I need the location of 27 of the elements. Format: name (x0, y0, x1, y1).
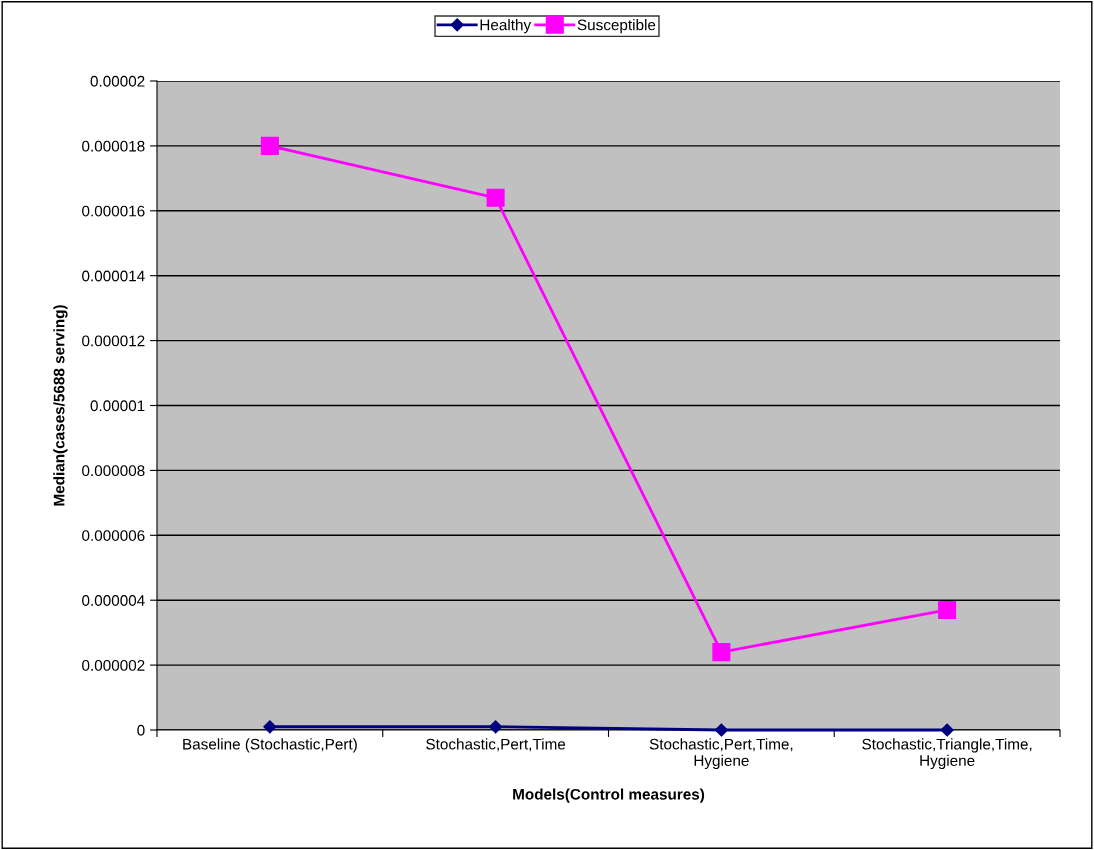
legend-label: Healthy (480, 19, 532, 34)
y-tick-label: 0.000006 (82, 530, 145, 541)
y-axis-title: Median(cases/5688 serving) (53, 305, 68, 506)
point (938, 600, 957, 619)
point (260, 136, 279, 155)
y-tick-label: 0.00001 (90, 400, 145, 412)
y-tick-label: 0.000012 (82, 335, 145, 347)
x-tick-label: Stochastic,Triangle,Time, Hygiene (862, 738, 1032, 770)
x-tick-label: Baseline (Stochastic,Pert) (183, 738, 357, 753)
point (712, 643, 731, 662)
y-tick-label: 0.000016 (82, 205, 145, 217)
x-axis-title: Models(Control measures) (513, 788, 705, 803)
point (489, 720, 503, 734)
y-tick-label: 0.000002 (82, 659, 145, 671)
y-tick-label: 0.00002 (90, 75, 145, 87)
y-tick-label: 0.000014 (82, 270, 145, 282)
y-tick-label: 0.000004 (82, 595, 145, 606)
x-tick-label: Stochastic,Pert,Time (426, 738, 566, 752)
x-tick-label: Stochastic,Pert,Time, Hygiene (649, 738, 793, 770)
y-tick-label: 0.000018 (82, 140, 145, 152)
y-tick-label: 0.000008 (82, 465, 145, 477)
point (940, 723, 954, 737)
point (486, 188, 505, 207)
legend-label: Susceptible (577, 19, 656, 34)
point (714, 723, 728, 737)
point (263, 720, 277, 734)
y-tick-label: 0 (137, 724, 145, 736)
